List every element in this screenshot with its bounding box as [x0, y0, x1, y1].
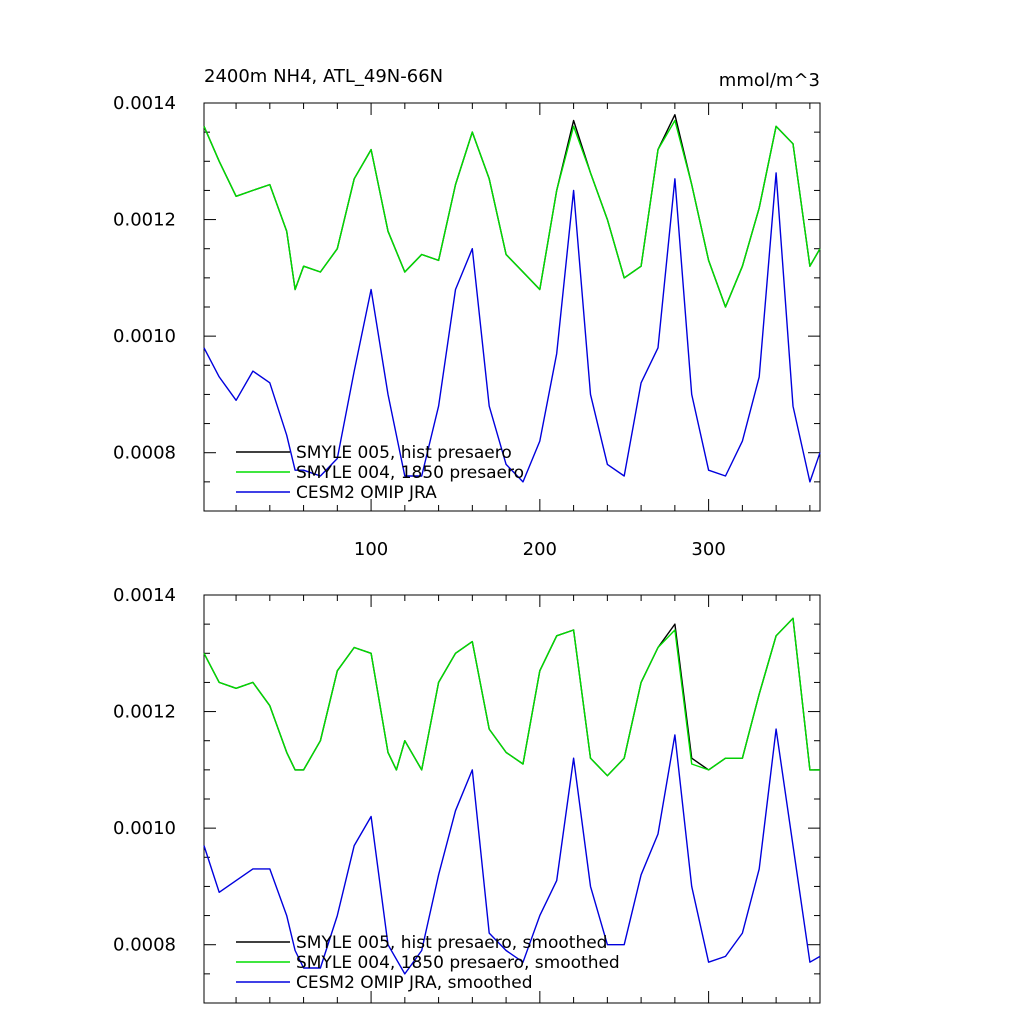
- chart-title: 2400m NH4, ATL_49N-66N: [204, 66, 443, 87]
- top-panel: 0.0008 0.0010 0.0012 0.0014 100 200 300 SMYLE 0…: [113, 93, 821, 560]
- x-tick-label: 200: [523, 539, 557, 560]
- legend-label-2: CESM2 OMIP JRA: [296, 483, 437, 503]
- series-line-2: [203, 172, 821, 483]
- y-tick-label: 0.0010: [113, 818, 176, 839]
- bottom-panel: 0.0008 0.0010 0.0012 0.0014 SMYLE 005, hist …: [113, 585, 821, 1004]
- chart-units-label: mmol/m^3: [719, 70, 820, 91]
- y-tick-label: 0.0012: [113, 210, 176, 231]
- legend-label-0: SMYLE 005, hist presaero, smoothed: [296, 933, 607, 953]
- y-tick-label: 0.0012: [113, 702, 176, 723]
- series-line-2: [203, 728, 821, 975]
- x-tick-label: 300: [691, 539, 725, 560]
- legend-label-1: SMYLE 004, 1850 presaero, smoothed: [296, 953, 620, 973]
- series-line-1: [203, 119, 821, 308]
- x-tick-label: 100: [354, 539, 388, 560]
- legend-label-1: SMYLE 004, 1850 presaero: [296, 463, 524, 483]
- y-tick-label: 0.0008: [113, 443, 176, 464]
- legend-label-0: SMYLE 005, hist presaero: [296, 443, 512, 463]
- y-tick-label: 0.0014: [113, 585, 176, 606]
- y-tick-label: 0.0008: [113, 935, 176, 956]
- series-line-1: [203, 617, 820, 777]
- y-tick-label: 0.0010: [113, 326, 176, 347]
- legend-label-2: CESM2 OMIP JRA, smoothed: [296, 973, 533, 993]
- y-tick-label: 0.0014: [113, 93, 176, 114]
